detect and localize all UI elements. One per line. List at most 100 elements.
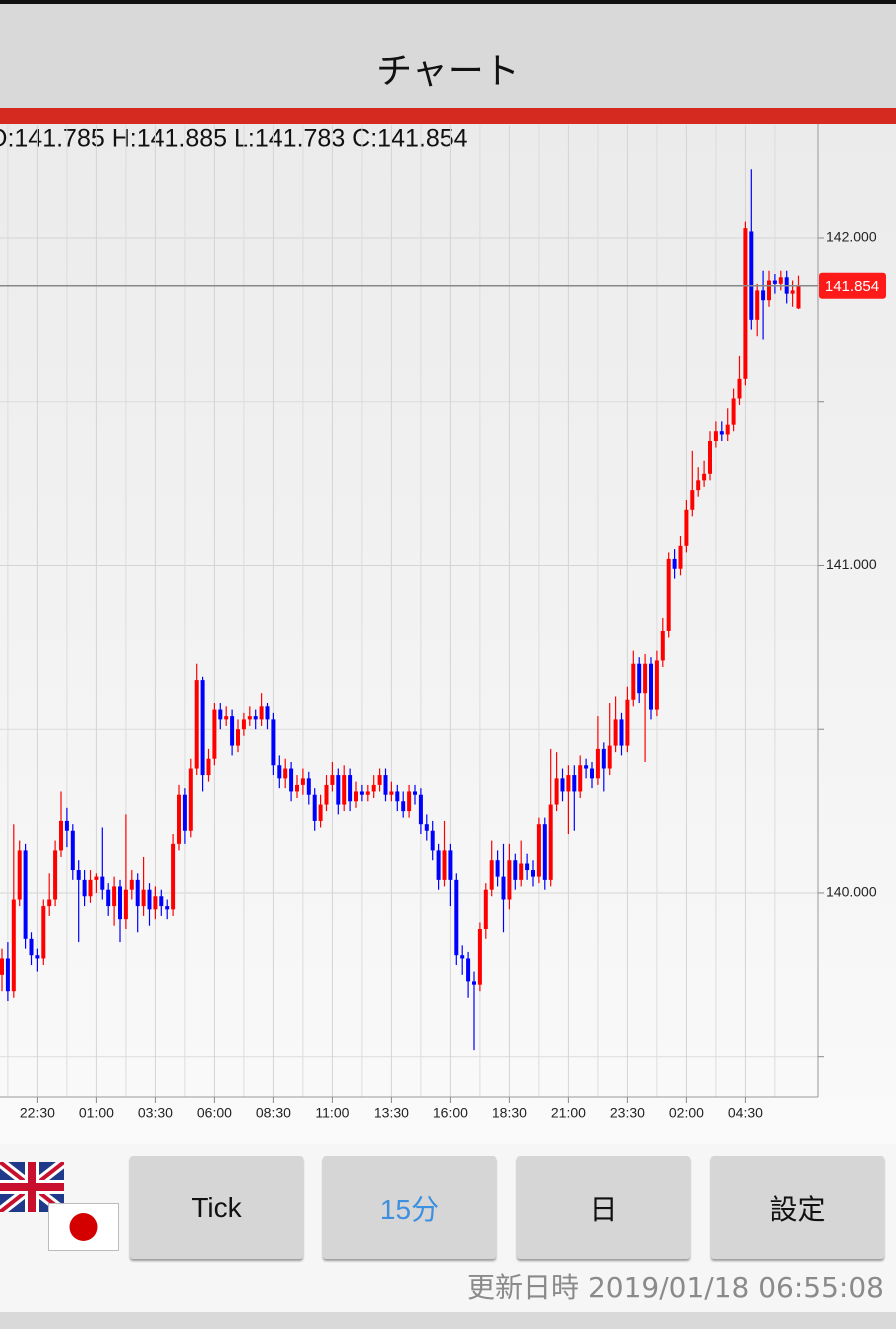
candle-body bbox=[413, 791, 417, 795]
candle-body bbox=[330, 775, 335, 785]
candle-body bbox=[401, 801, 406, 812]
candle-body bbox=[188, 768, 193, 831]
candle-body bbox=[725, 424, 730, 435]
candle-body bbox=[542, 824, 547, 880]
x-tick-label: 08:30 bbox=[256, 1105, 291, 1121]
candle-body bbox=[247, 716, 252, 720]
candle-body bbox=[289, 768, 294, 792]
last-price-label: 141.854 bbox=[825, 278, 879, 295]
candle-body bbox=[755, 290, 760, 320]
x-tick-label: 18:30 bbox=[492, 1105, 527, 1121]
y-tick-label: 140.000 bbox=[826, 884, 877, 900]
candle-body bbox=[200, 680, 205, 776]
candle-body bbox=[548, 804, 553, 880]
candle-body bbox=[454, 879, 459, 956]
candle-body bbox=[64, 820, 69, 831]
candle-body bbox=[737, 378, 742, 399]
candle-body bbox=[430, 830, 435, 851]
candle-body bbox=[300, 778, 305, 785]
candle-body bbox=[159, 896, 164, 907]
tick-button[interactable]: Tick bbox=[130, 1156, 303, 1259]
x-tick-label: 13:30 bbox=[374, 1105, 409, 1121]
candle-body bbox=[365, 791, 370, 795]
candle-body bbox=[743, 228, 748, 379]
candle-body bbox=[666, 558, 671, 631]
candle-body bbox=[123, 889, 128, 920]
ohlc-readout: O:141.785 H:141.885 L:141.783 C:141.854 bbox=[0, 125, 468, 153]
candle-body bbox=[11, 899, 16, 992]
day-button[interactable]: 日 bbox=[517, 1156, 690, 1259]
candle-body bbox=[224, 716, 229, 720]
x-tick-label: 01:00 bbox=[79, 1105, 114, 1121]
candle-body bbox=[359, 791, 364, 795]
candle-body bbox=[536, 824, 541, 877]
candle-body bbox=[141, 889, 146, 907]
candle-body bbox=[672, 558, 677, 569]
candle-body bbox=[513, 860, 518, 880]
x-tick-label: 02:00 bbox=[669, 1105, 704, 1121]
x-tick-label: 16:00 bbox=[433, 1105, 468, 1121]
candle-body bbox=[613, 719, 618, 746]
candle-body bbox=[182, 794, 187, 831]
x-tick-label: 06:00 bbox=[197, 1105, 232, 1121]
bottom-bar bbox=[0, 1312, 896, 1329]
x-tick-label: 11:00 bbox=[315, 1105, 349, 1121]
candle-body bbox=[436, 850, 441, 880]
candle-body bbox=[690, 490, 695, 510]
candle-body bbox=[660, 630, 665, 661]
candle-body bbox=[501, 876, 506, 900]
candle-body bbox=[29, 938, 34, 956]
candle-body bbox=[566, 775, 571, 792]
candle-body bbox=[607, 745, 612, 769]
candle-body bbox=[719, 431, 724, 435]
candle-body bbox=[94, 876, 99, 880]
candle-body bbox=[619, 719, 624, 746]
candle-body bbox=[336, 775, 341, 805]
interval-button[interactable]: 15分 bbox=[323, 1156, 496, 1259]
candle-body bbox=[47, 899, 52, 907]
candle-body bbox=[35, 955, 40, 959]
candle-body bbox=[395, 791, 400, 802]
settings-button[interactable]: 設定 bbox=[711, 1156, 884, 1259]
candle-body bbox=[631, 663, 636, 700]
candle-body bbox=[637, 663, 642, 694]
candle-body bbox=[135, 879, 140, 907]
candle-body bbox=[560, 778, 565, 792]
candle-body bbox=[17, 850, 22, 900]
candle-body bbox=[212, 709, 217, 759]
candle-body bbox=[708, 441, 712, 474]
candle-body bbox=[678, 545, 683, 569]
candle-body bbox=[53, 850, 58, 900]
candle-body bbox=[572, 775, 577, 792]
candle-body bbox=[241, 719, 246, 730]
candle-body bbox=[489, 860, 494, 890]
candle-body bbox=[271, 719, 276, 766]
candle-body bbox=[371, 784, 376, 792]
x-tick-label: 04:30 bbox=[728, 1105, 763, 1121]
x-tick-label: 03:30 bbox=[138, 1105, 173, 1121]
candle-body bbox=[342, 775, 347, 805]
candle-body bbox=[218, 709, 223, 720]
update-value: 2019/01/18 06:55:08 bbox=[587, 1271, 884, 1304]
candle-body bbox=[525, 863, 530, 871]
candle-body bbox=[306, 778, 311, 795]
candle-body bbox=[466, 958, 471, 982]
candle-body bbox=[106, 889, 111, 907]
candle-body bbox=[554, 778, 559, 805]
x-tick-label: 21:00 bbox=[551, 1105, 586, 1121]
candle-body bbox=[389, 791, 394, 795]
candle-body bbox=[383, 775, 388, 795]
candlestick-chart: O:141.785 H:141.885 L:141.783 C:141.854 … bbox=[0, 124, 896, 1144]
candle-body bbox=[59, 820, 63, 851]
candle-body bbox=[265, 706, 270, 720]
japan-flag[interactable] bbox=[48, 1203, 119, 1251]
title-bar: チャート bbox=[0, 0, 896, 108]
candle-body bbox=[70, 830, 75, 871]
candle-body bbox=[118, 886, 122, 920]
candle-body bbox=[778, 277, 783, 284]
candle-body bbox=[112, 886, 117, 907]
candle-body bbox=[472, 981, 476, 985]
candle-body bbox=[442, 850, 447, 880]
candle-body bbox=[153, 896, 158, 910]
